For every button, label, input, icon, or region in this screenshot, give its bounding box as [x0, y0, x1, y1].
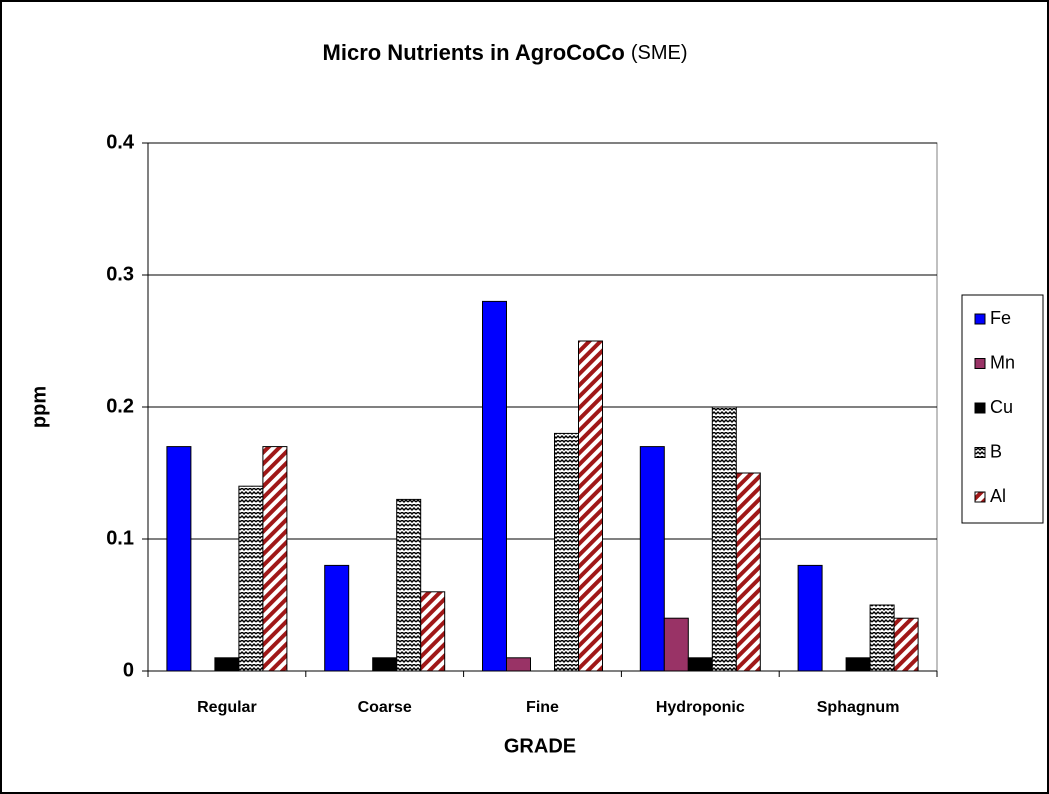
y-tick-label: 0.2	[106, 395, 134, 417]
bar	[324, 564, 350, 672]
bar	[663, 617, 689, 672]
bar	[797, 564, 823, 672]
x-tick-label: Hydroponic	[656, 699, 745, 716]
chart-title-group: Micro Nutrients in AgroCoCo (SME)	[323, 40, 688, 65]
x-tick-label: Regular	[197, 699, 257, 716]
bar	[372, 657, 398, 672]
x-tick-label: Coarse	[358, 699, 412, 716]
legend-swatch	[974, 402, 986, 414]
chart-title: Micro Nutrients in AgroCoCo	[323, 40, 625, 65]
bar	[735, 472, 761, 672]
bar	[238, 485, 264, 672]
bar	[711, 406, 737, 672]
bar	[482, 300, 507, 672]
legend-swatch	[974, 447, 986, 458]
bar	[262, 446, 288, 672]
bar	[893, 617, 919, 672]
y-tick-label: 0.1	[106, 527, 134, 549]
bar	[166, 446, 192, 672]
chart-subtitle: (SME)	[631, 42, 688, 64]
bar	[396, 498, 422, 672]
legend-swatch	[974, 491, 986, 503]
y-axis-title: ppm	[28, 386, 50, 428]
x-axis-title: GRADE	[504, 735, 576, 757]
x-tick-label: Fine	[526, 699, 559, 716]
legend-swatch	[974, 358, 986, 369]
legend-swatch	[974, 313, 986, 325]
bar	[845, 657, 871, 672]
legend-label: Al	[990, 486, 1006, 506]
bar	[554, 432, 579, 672]
y-tick-label: 0	[123, 659, 134, 681]
y-tick-label: 0.3	[106, 263, 134, 285]
legend-label: Mn	[990, 352, 1015, 372]
bar	[578, 340, 603, 672]
legend-label: B	[990, 441, 1002, 461]
bar	[214, 657, 240, 672]
legend-label: Cu	[990, 397, 1013, 417]
legend-label: Fe	[990, 308, 1011, 328]
bar	[687, 657, 713, 672]
y-tick-label: 0.4	[106, 131, 135, 153]
x-tick-label: Sphagnum	[817, 699, 900, 716]
bar	[506, 657, 531, 672]
bar	[420, 591, 446, 672]
bar	[869, 604, 895, 672]
bar	[639, 446, 665, 672]
